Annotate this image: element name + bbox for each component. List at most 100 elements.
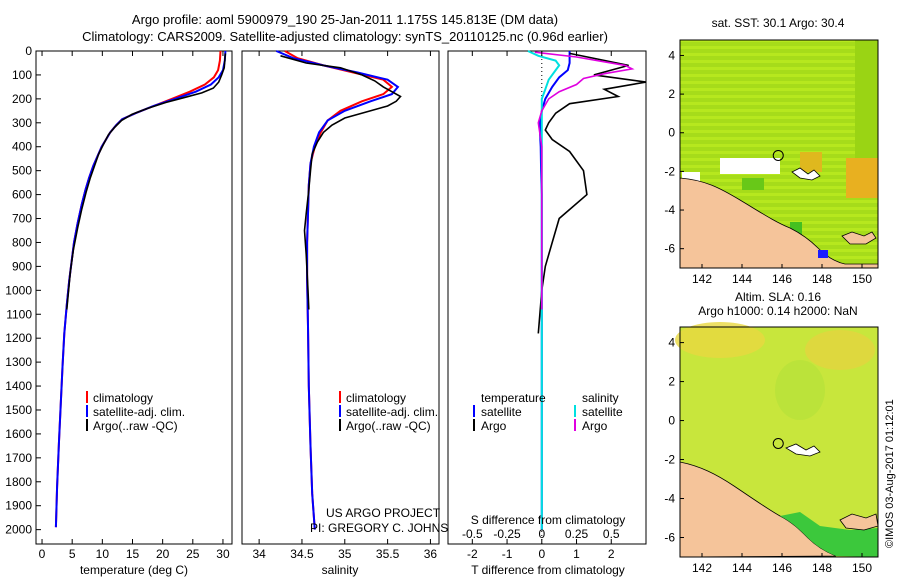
difference-xtick-label: 2 bbox=[608, 547, 615, 561]
island-outline bbox=[785, 443, 821, 457]
sst-cool-patch bbox=[720, 158, 780, 174]
t-difference-xlabel: T difference from climatology bbox=[471, 563, 625, 577]
island-outline bbox=[841, 231, 877, 245]
sst-map-ytick-label: 0 bbox=[668, 126, 675, 140]
depth-tick-label: 1100 bbox=[6, 307, 32, 321]
s-difference-tick-label: -0.5 bbox=[462, 527, 483, 541]
legend-temp-argo-label: Argo bbox=[481, 419, 507, 433]
sst-map-xtick-label: 142 bbox=[692, 272, 712, 286]
temperature-xtick-label: 25 bbox=[186, 547, 200, 561]
sla-high-patch bbox=[805, 330, 875, 370]
sst-map-frame bbox=[679, 39, 879, 269]
difference-xtick-label: 0 bbox=[538, 547, 545, 561]
difference-series-3 bbox=[534, 51, 635, 310]
depth-tick-label: 200 bbox=[12, 92, 32, 106]
coastal-green-band bbox=[780, 512, 878, 557]
temperature-series-2 bbox=[66, 53, 227, 310]
new-guinea-land bbox=[679, 177, 879, 269]
salinity-series-1 bbox=[275, 50, 400, 530]
credit-line2: PI: GREGORY C. JOHNSON bbox=[310, 521, 466, 535]
sst-map-xtick-label: 148 bbox=[812, 272, 832, 286]
depth-tick-label: 2000 bbox=[5, 523, 32, 537]
legend-sal-satellite-label: satellite bbox=[582, 405, 623, 419]
legend-argo-label: Argo(..raw -QC) bbox=[346, 419, 431, 433]
depth-tick-label: 300 bbox=[12, 116, 32, 130]
temperature-xtick-label: 10 bbox=[96, 547, 110, 561]
depth-tick-label: 100 bbox=[12, 68, 32, 82]
sst-map-xtick-label: 144 bbox=[732, 272, 752, 286]
depth-tick-label: 800 bbox=[12, 235, 32, 249]
sla-map-ytick-label: 0 bbox=[668, 414, 675, 428]
s-difference-tick-label: 0.5 bbox=[603, 527, 620, 541]
figure-title-line1: Argo profile: aoml 5900979_190 25-Jan-20… bbox=[131, 12, 559, 27]
sst-map-ytick-label: -6 bbox=[664, 242, 675, 256]
depth-tick-label: 600 bbox=[12, 188, 32, 202]
depth-tick-label: 0 bbox=[25, 44, 32, 58]
sst-map-title: sat. SST: 30.1 Argo: 30.4 bbox=[712, 16, 845, 30]
difference-legend: temperature salinity satellite Argo sate… bbox=[473, 391, 623, 433]
depth-tick-label: 1500 bbox=[5, 403, 32, 417]
sla-map-xtick-label: 144 bbox=[732, 561, 752, 575]
sla-high-patch bbox=[675, 322, 765, 358]
depth-tick-label: 1200 bbox=[5, 331, 32, 345]
figure-title-line2: Climatology: CARS2009. Satellite-adjuste… bbox=[82, 29, 608, 44]
legend-temp-satellite-label: satellite bbox=[481, 405, 522, 419]
sla-map-xtick-label: 150 bbox=[852, 561, 872, 575]
depth-tick-label: 1300 bbox=[5, 355, 32, 369]
timestamp-stamp: ©IMOS 03-Aug-2017 01:12:01 bbox=[884, 399, 896, 548]
sla-map-ytick-label: -6 bbox=[664, 531, 675, 545]
salinity-axes-frame bbox=[241, 50, 440, 545]
sst-map-ytick-label: -4 bbox=[664, 203, 675, 217]
difference-panel: -2 -1 0 1 2 -0.5 -0.25 0 0.25 0.5 S difference f… bbox=[447, 50, 647, 577]
difference-series-1 bbox=[537, 52, 647, 334]
s-difference-tick-label: 0.25 bbox=[565, 527, 589, 541]
island-outline bbox=[839, 513, 879, 531]
salinity-xlabel: salinity bbox=[322, 563, 359, 577]
difference-xtick-label: -2 bbox=[467, 547, 478, 561]
sla-map-ytick-label: -2 bbox=[664, 453, 675, 467]
salinity-xtick-label: 36 bbox=[424, 547, 438, 561]
sla-map-ytick-label: -4 bbox=[664, 492, 675, 506]
salinity-xtick-label: 34.5 bbox=[290, 547, 314, 561]
sst-blue-pixel bbox=[818, 250, 828, 258]
sla-map-xtick-label: 142 bbox=[692, 561, 712, 575]
depth-tick-label: 1400 bbox=[5, 379, 32, 393]
island-outline bbox=[791, 167, 821, 181]
depth-tick-label: 1900 bbox=[5, 499, 32, 513]
legend-sal-argo-label: Argo bbox=[582, 419, 608, 433]
sst-cool-patch bbox=[682, 172, 700, 182]
depth-tick-label: 900 bbox=[12, 259, 32, 273]
sst-map-xtick-label: 146 bbox=[772, 272, 792, 286]
salinity-xtick-label: 35 bbox=[338, 547, 352, 561]
s-difference-tick-label: -0.25 bbox=[493, 527, 521, 541]
sla-map-title-line1: Altim. SLA: 0.16 bbox=[735, 290, 821, 304]
salinity-xtick-label: 34 bbox=[252, 547, 266, 561]
argo-location-marker bbox=[772, 149, 784, 161]
depth-tick-label: 1000 bbox=[5, 283, 32, 297]
temperature-xtick-label: 20 bbox=[156, 547, 170, 561]
salinity-panel: 34 34.5 35 35.5 36 salinity climatology sate… bbox=[241, 50, 466, 577]
legend-climatology-label: climatology bbox=[346, 391, 406, 405]
sst-map-ytick-label: 2 bbox=[668, 87, 675, 101]
legend-climatology-label: climatology bbox=[93, 391, 153, 405]
sst-map-xtick-label: 150 bbox=[852, 272, 872, 286]
salinity-xtick-label: 35.5 bbox=[376, 547, 400, 561]
difference-xtick-label: 1 bbox=[573, 547, 580, 561]
temperature-panel: 0100200300400500600700800900100011001200… bbox=[5, 44, 233, 577]
depth-tick-label: 500 bbox=[12, 164, 32, 178]
legend-satellite-label: satellite-adj. clim. bbox=[346, 405, 438, 419]
difference-xtick-label: -1 bbox=[502, 547, 513, 561]
temperature-xtick-label: 30 bbox=[216, 547, 230, 561]
temperature-xtick-label: 5 bbox=[69, 547, 76, 561]
sla-map-ytick-label: 2 bbox=[668, 375, 675, 389]
legend-temperature-heading: temperature bbox=[481, 391, 546, 405]
sst-map-ytick-label: 4 bbox=[668, 48, 675, 62]
sst-cool-patch bbox=[742, 178, 764, 190]
credit-line1: US ARGO PROJECT bbox=[326, 506, 441, 520]
s-difference-tick-label: 0 bbox=[538, 527, 545, 541]
depth-tick-label: 1800 bbox=[5, 475, 32, 489]
salinity-series-2 bbox=[280, 55, 402, 310]
depth-tick-label: 400 bbox=[12, 140, 32, 154]
sst-map: sat. SST: 30.1 Argo: 30.4 142 144 146 148 15… bbox=[664, 16, 879, 286]
